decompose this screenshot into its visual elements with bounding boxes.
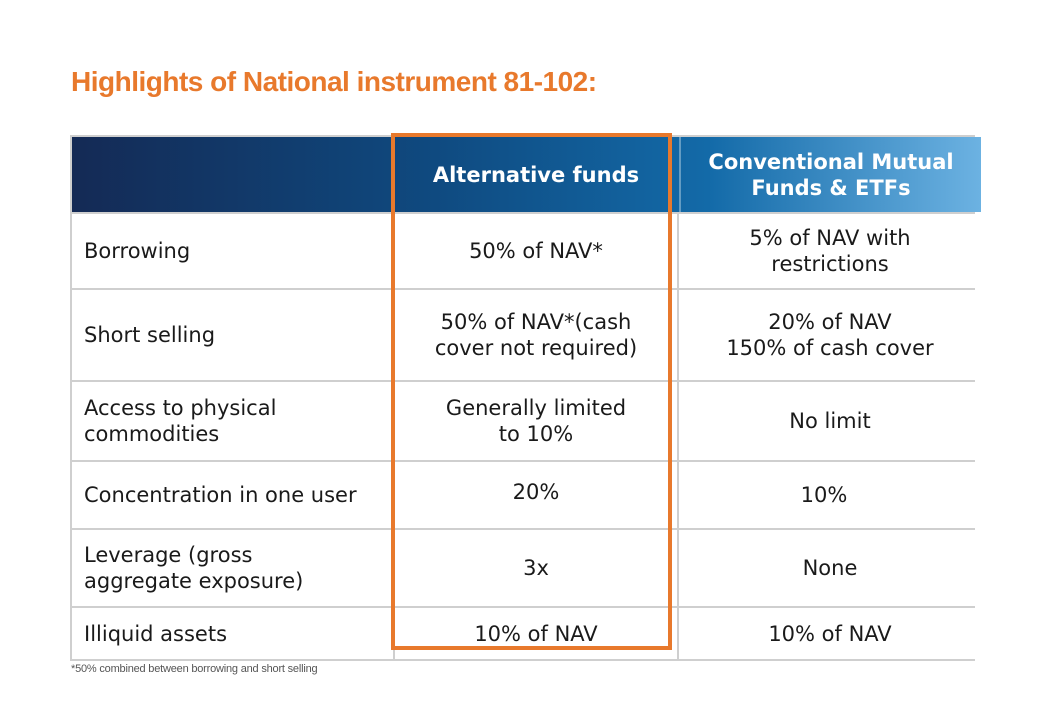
- cell-conv-concentration: 10%: [679, 462, 981, 528]
- header-conventional-line1: Conventional Mutual: [708, 149, 954, 174]
- cell-conv-borrowing: 5% of NAV with restrictions: [679, 214, 981, 288]
- page-title: Highlights of National instrument 81-102…: [71, 66, 597, 97]
- cell-alt-leverage: 3x: [395, 530, 677, 606]
- cell-conv-physical-commodities: No limit: [679, 382, 981, 460]
- row-label-leverage: Leverage (gross aggregate exposure): [72, 530, 393, 606]
- comparison-table: Alternative funds Conventional Mutual Fu…: [70, 135, 981, 661]
- cell-alt-borrowing: 50% of NAV*: [395, 214, 677, 288]
- table-header-row: [72, 137, 981, 212]
- cell-alt-short-selling: 50% of NAV*(cash cover not required): [395, 290, 677, 380]
- cell-alt-illiquid-assets: 10% of NAV: [395, 608, 677, 659]
- header-conventional-funds: Conventional Mutual Funds & ETFs: [679, 137, 981, 212]
- row-label-borrowing: Borrowing: [72, 214, 393, 288]
- header-conventional-line2: Funds & ETFs: [751, 175, 911, 200]
- cell-conv-leverage: None: [679, 530, 981, 606]
- row-label-illiquid-assets: Illiquid assets: [72, 608, 393, 659]
- footnote: *50% combined between borrowing and shor…: [71, 663, 318, 675]
- cell-conv-short-selling: 20% of NAV 150% of cash cover: [679, 290, 981, 380]
- header-alternative-funds: Alternative funds: [432, 162, 640, 187]
- cell-alt-concentration: 20%: [395, 462, 677, 528]
- cell-alt-physical-commodities: Generally limited to 10%: [395, 382, 677, 460]
- cell-conv-illiquid-assets: 10% of NAV: [679, 608, 981, 659]
- row-label-physical-commodities: Access to physical commodities: [72, 382, 393, 460]
- row-label-short-selling: Short selling: [72, 290, 393, 380]
- row-label-concentration: Concentration in one user: [72, 462, 393, 528]
